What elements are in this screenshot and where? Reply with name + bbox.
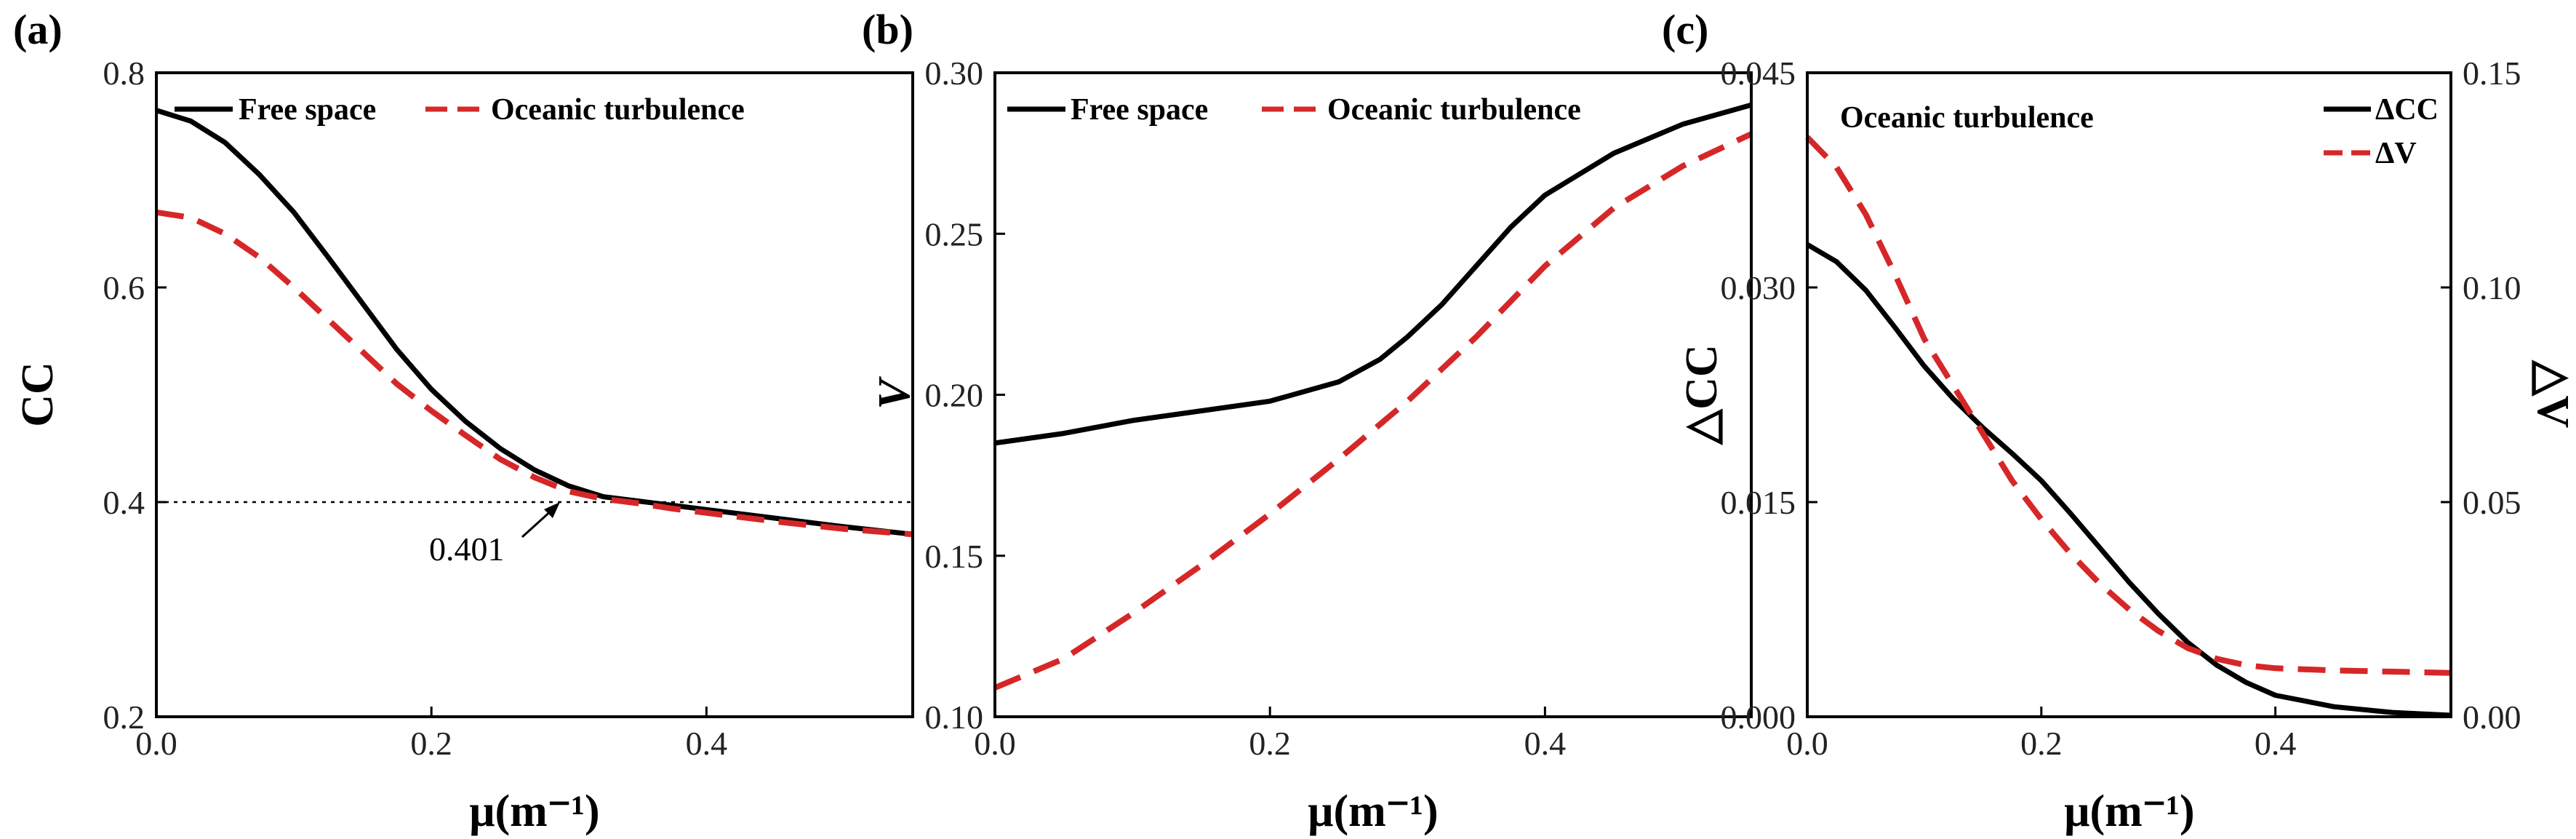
panel-a-x-tick-label: 0.2 [410, 725, 452, 762]
panel-c-x-axis-title: μ(m⁻¹) [2064, 787, 2194, 836]
panel-b-plot-area [993, 102, 1753, 691]
panel-a-annotation-arrowhead [544, 502, 560, 518]
panel-b-y-tick-label: 0.10 [925, 699, 984, 736]
panel-b-legend-label-oceanic: Oceanic turbulence [1327, 93, 1581, 127]
panel-b-x-tick-label: 0.4 [1524, 725, 1567, 762]
panel-c-frame [1806, 71, 2452, 718]
panel-c-y-tick-label: 0.045 [1721, 55, 1796, 92]
panel-c-series-1-line [1805, 135, 2452, 676]
panel-b-x-tick-label: 0.2 [1249, 725, 1291, 762]
panel-b-y-tick-label: 0.15 [925, 538, 984, 575]
panel-c-x-tick-label: 0.4 [2255, 725, 2297, 762]
panel-b-x-ticks: 0.0 0.2 0.4 [974, 707, 1566, 762]
panel-a-x-axis-title: μ(m⁻¹) [469, 787, 599, 836]
panel-a-x-tick-label: 0.4 [686, 725, 728, 762]
panel-a-x-tick-label: 0.0 [135, 725, 177, 762]
panel-c-y-tick-label: 0.030 [1721, 269, 1796, 306]
panel-a-annotation-text: 0.401 [429, 530, 505, 568]
panel-c-legend-label-dcc: ΔCC [2375, 93, 2439, 127]
panel-c-legend-label-dv: ΔV [2375, 137, 2417, 170]
panel-c-y-ticks-left: 0.000 0.015 0.030 0.045 [1721, 55, 1817, 736]
panel-c-inset-text: Oceanic turbulence [1840, 101, 2094, 135]
panel-c-series-0-line [1806, 242, 2452, 718]
panel-c-right-y-tick-label: 0.05 [2463, 484, 2521, 521]
panel-c-y-ticks-right: 0.00 0.05 0.10 0.15 [2441, 55, 2521, 736]
panel-b-y-tick-label: 0.30 [925, 55, 984, 92]
panel-a-legend: Free space Oceanic turbulence [175, 93, 745, 127]
panel-a-x-ticks: 0.0 0.2 0.4 [135, 707, 727, 762]
panel-b: (b) 0.0 0.2 0.4 0.10 0.15 0.20 0.25 0.30 μ(m⁻¹… [862, 6, 1753, 836]
panel-c-plot-area [1805, 135, 2452, 718]
panel-a-y-tick-label: 0.2 [103, 699, 145, 736]
panel-c-right-y-tick-label: 0.15 [2463, 55, 2521, 92]
panel-a-y-axis-title: CC [13, 362, 63, 427]
panel-a-y-ticks: 0.2 0.4 0.6 0.8 [103, 55, 167, 736]
panel-c-y-tick-label: 0.015 [1721, 484, 1796, 521]
panel-b-y-tick-label: 0.25 [925, 215, 984, 253]
panel-c-legend: ΔCC ΔV [2324, 93, 2439, 170]
panel-c-x-ticks: 0.0 0.2 0.4 [1786, 707, 2296, 762]
panel-a-legend-label-oceanic: Oceanic turbulence [491, 93, 745, 127]
panel-c-label: (c) [1662, 6, 1708, 53]
panel-b-series-1-line [993, 131, 1753, 691]
panel-b-y-tick-label: 0.20 [925, 377, 984, 414]
panel-a-series-0-line [155, 108, 913, 537]
panel-a-plot-area [155, 108, 913, 538]
panel-c-y-axis-title-right: △V [2528, 359, 2576, 429]
panel-a-y-tick-label: 0.8 [103, 55, 145, 92]
panel-b-series-0-line [994, 102, 1752, 446]
panel-c-right-y-tick-label: 0.00 [2463, 699, 2521, 736]
panel-c-x-tick-label: 0.2 [2020, 725, 2063, 762]
panel-a-legend-label-free-space: Free space [239, 93, 376, 127]
panel-c-right-y-tick-label: 0.10 [2463, 269, 2521, 306]
panel-b-x-axis-title: μ(m⁻¹) [1308, 787, 1438, 836]
panel-b-frame [993, 71, 1753, 718]
panel-a-y-tick-label: 0.4 [103, 484, 145, 521]
panel-b-legend-label-free-space: Free space [1071, 93, 1208, 127]
panel-b-x-tick-label: 0.0 [974, 725, 1016, 762]
panel-c-y-axis-title-left: △CC [1677, 344, 1727, 445]
panel-a-series-1-line [156, 209, 913, 538]
panel-c-x-tick-label: 0.0 [1786, 725, 1828, 762]
panel-b-y-axis-title: V [870, 376, 919, 410]
panel-a-annotation-arrow [521, 508, 554, 538]
panel-a-label: (a) [13, 6, 63, 53]
panel-a: (a) 0.0 0.2 0.4 0.20.40.60.8 μ(m⁻¹) CC Fre… [13, 6, 914, 836]
panel-b-legend: Free space Oceanic turbulence [1007, 93, 1581, 127]
panel-a-frame [155, 71, 914, 718]
panel-a-y-tick-label: 0.6 [103, 269, 145, 306]
panel-c-y-tick-label: 0.000 [1721, 699, 1796, 736]
panel-b-label: (b) [862, 6, 913, 53]
panel-b-y-ticks: 0.10 0.15 0.20 0.25 0.30 [925, 55, 1005, 736]
